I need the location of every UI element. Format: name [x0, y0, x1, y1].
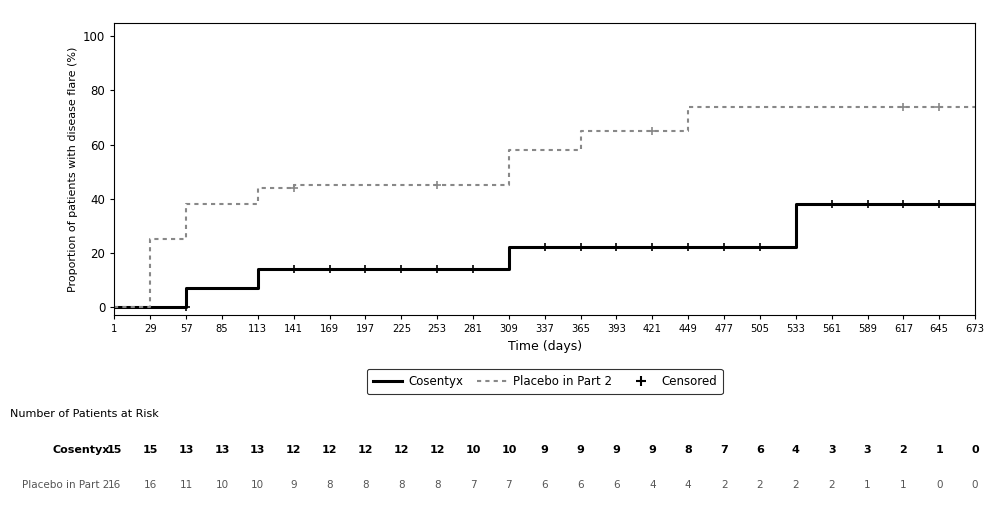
Text: 8: 8 [433, 480, 440, 490]
Text: Cosentyx: Cosentyx [52, 444, 109, 455]
Text: 6: 6 [541, 480, 548, 490]
Text: 10: 10 [251, 480, 264, 490]
Text: 7: 7 [469, 480, 476, 490]
Text: 9: 9 [577, 444, 583, 455]
Text: 9: 9 [290, 480, 297, 490]
Text: 12: 12 [394, 444, 409, 455]
Text: 7: 7 [720, 444, 728, 455]
Text: 7: 7 [505, 480, 512, 490]
Text: 6: 6 [612, 480, 619, 490]
Text: 10: 10 [465, 444, 480, 455]
Text: 12: 12 [358, 444, 373, 455]
Legend: Cosentyx, Placebo in Part 2, Censored: Cosentyx, Placebo in Part 2, Censored [367, 369, 722, 394]
Text: 0: 0 [971, 480, 977, 490]
Text: 12: 12 [285, 444, 301, 455]
Text: 13: 13 [214, 444, 230, 455]
Text: 8: 8 [362, 480, 369, 490]
Text: 8: 8 [398, 480, 405, 490]
Text: 1: 1 [934, 444, 942, 455]
Text: 2: 2 [828, 480, 834, 490]
Text: 10: 10 [501, 444, 516, 455]
X-axis label: Time (days): Time (days) [507, 339, 581, 353]
Text: 2: 2 [755, 480, 762, 490]
Text: 15: 15 [106, 444, 122, 455]
Text: 12: 12 [429, 444, 444, 455]
Text: 6: 6 [577, 480, 583, 490]
Text: 2: 2 [899, 444, 907, 455]
Text: 8: 8 [684, 444, 692, 455]
Text: Placebo in Part 2: Placebo in Part 2 [22, 480, 109, 490]
Text: 16: 16 [107, 480, 121, 490]
Text: 10: 10 [216, 480, 229, 490]
Text: 8: 8 [326, 480, 333, 490]
Text: 2: 2 [791, 480, 798, 490]
Text: 13: 13 [249, 444, 265, 455]
Text: 9: 9 [541, 444, 548, 455]
Text: 4: 4 [791, 444, 799, 455]
Text: 12: 12 [321, 444, 337, 455]
Text: 15: 15 [142, 444, 158, 455]
Text: 2: 2 [720, 480, 727, 490]
Text: 9: 9 [648, 444, 656, 455]
Text: 6: 6 [755, 444, 763, 455]
Text: 4: 4 [684, 480, 691, 490]
Text: 4: 4 [648, 480, 655, 490]
Text: 3: 3 [863, 444, 871, 455]
Text: 0: 0 [970, 444, 978, 455]
Text: 9: 9 [612, 444, 620, 455]
Text: 1: 1 [900, 480, 906, 490]
Text: 0: 0 [935, 480, 941, 490]
Text: Number of Patients at Risk: Number of Patients at Risk [10, 409, 158, 419]
Text: 13: 13 [178, 444, 194, 455]
Text: 11: 11 [179, 480, 193, 490]
Text: 1: 1 [864, 480, 870, 490]
Text: 16: 16 [143, 480, 157, 490]
Text: 3: 3 [827, 444, 835, 455]
Y-axis label: Proportion of patients with disease flare (%): Proportion of patients with disease flar… [68, 46, 78, 292]
